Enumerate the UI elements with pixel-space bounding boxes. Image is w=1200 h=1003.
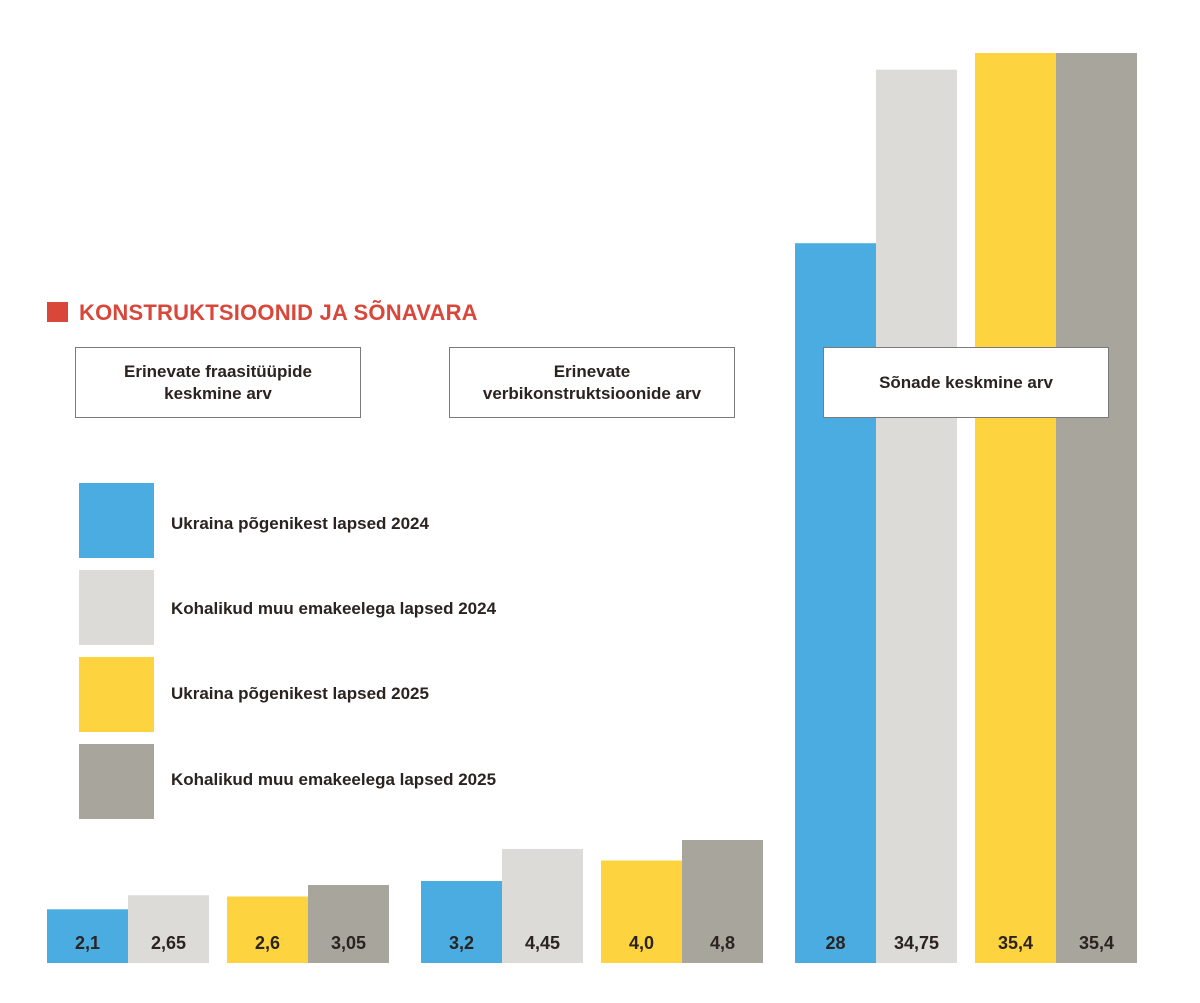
- data-label-g2-s1: 3,2: [449, 933, 474, 953]
- legend-label-local-2025: Kohalikud muu emakeelega lapsed 2025: [171, 770, 497, 789]
- bar-g2-s4: [682, 840, 763, 963]
- bar-g1-s4: [308, 885, 389, 963]
- legend-swatch-local-2025: [79, 744, 154, 819]
- bar-g1-s2: [128, 895, 209, 963]
- legend-label-ua-2024: Ukraina põgenikest lapsed 2024: [171, 514, 429, 533]
- chart-title: KONSTRUKTSIOONID JA SÕNAVARA: [79, 300, 478, 325]
- data-label-g3-s2: 34,75: [894, 933, 939, 953]
- legend-label-local-2024: Kohalikud muu emakeelega lapsed 2024: [171, 599, 497, 618]
- data-label-g3-s1: 28: [825, 933, 845, 953]
- data-label-g1-s1: 2,1: [75, 933, 100, 953]
- data-label-g2-s2: 4,45: [525, 933, 560, 953]
- data-label-g1-s4: 3,05: [331, 933, 366, 953]
- data-label-g3-s3: 35,4: [998, 933, 1033, 953]
- group-label-verb-constructions: Erinevate verbikonstruktsioonide arv: [449, 347, 735, 418]
- legend-swatch-ua-2025: [79, 657, 154, 732]
- data-label-g2-s3: 4,0: [629, 933, 654, 953]
- group-label-word-count: Sõnade keskmine arv: [823, 347, 1109, 418]
- data-label-g1-s3: 2,6: [255, 933, 280, 953]
- data-label-g2-s4: 4,8: [710, 933, 735, 953]
- legend-label-ua-2025: Ukraina põgenikest lapsed 2025: [171, 684, 429, 703]
- bar-g2-s1: [421, 881, 502, 963]
- legend-swatch-ua-2024: [79, 483, 154, 558]
- data-label-g3-s4: 35,4: [1079, 933, 1114, 953]
- group-label-phrase-types: Erinevate fraasitüüpide keskmine arv: [75, 347, 361, 418]
- bar-g2-s2: [502, 848, 583, 963]
- bar-g3-s4: [1056, 53, 1137, 963]
- bar-g1-s3: [227, 896, 308, 963]
- bar-g1-s1: [47, 909, 128, 963]
- title-marker-icon: [47, 302, 68, 322]
- legend-swatch-local-2024: [79, 570, 154, 645]
- bar-g2-s3: [601, 860, 682, 963]
- bar-g3-s2: [876, 69, 957, 963]
- data-label-g1-s2: 2,65: [151, 933, 186, 953]
- bar-g3-s3: [975, 53, 1056, 963]
